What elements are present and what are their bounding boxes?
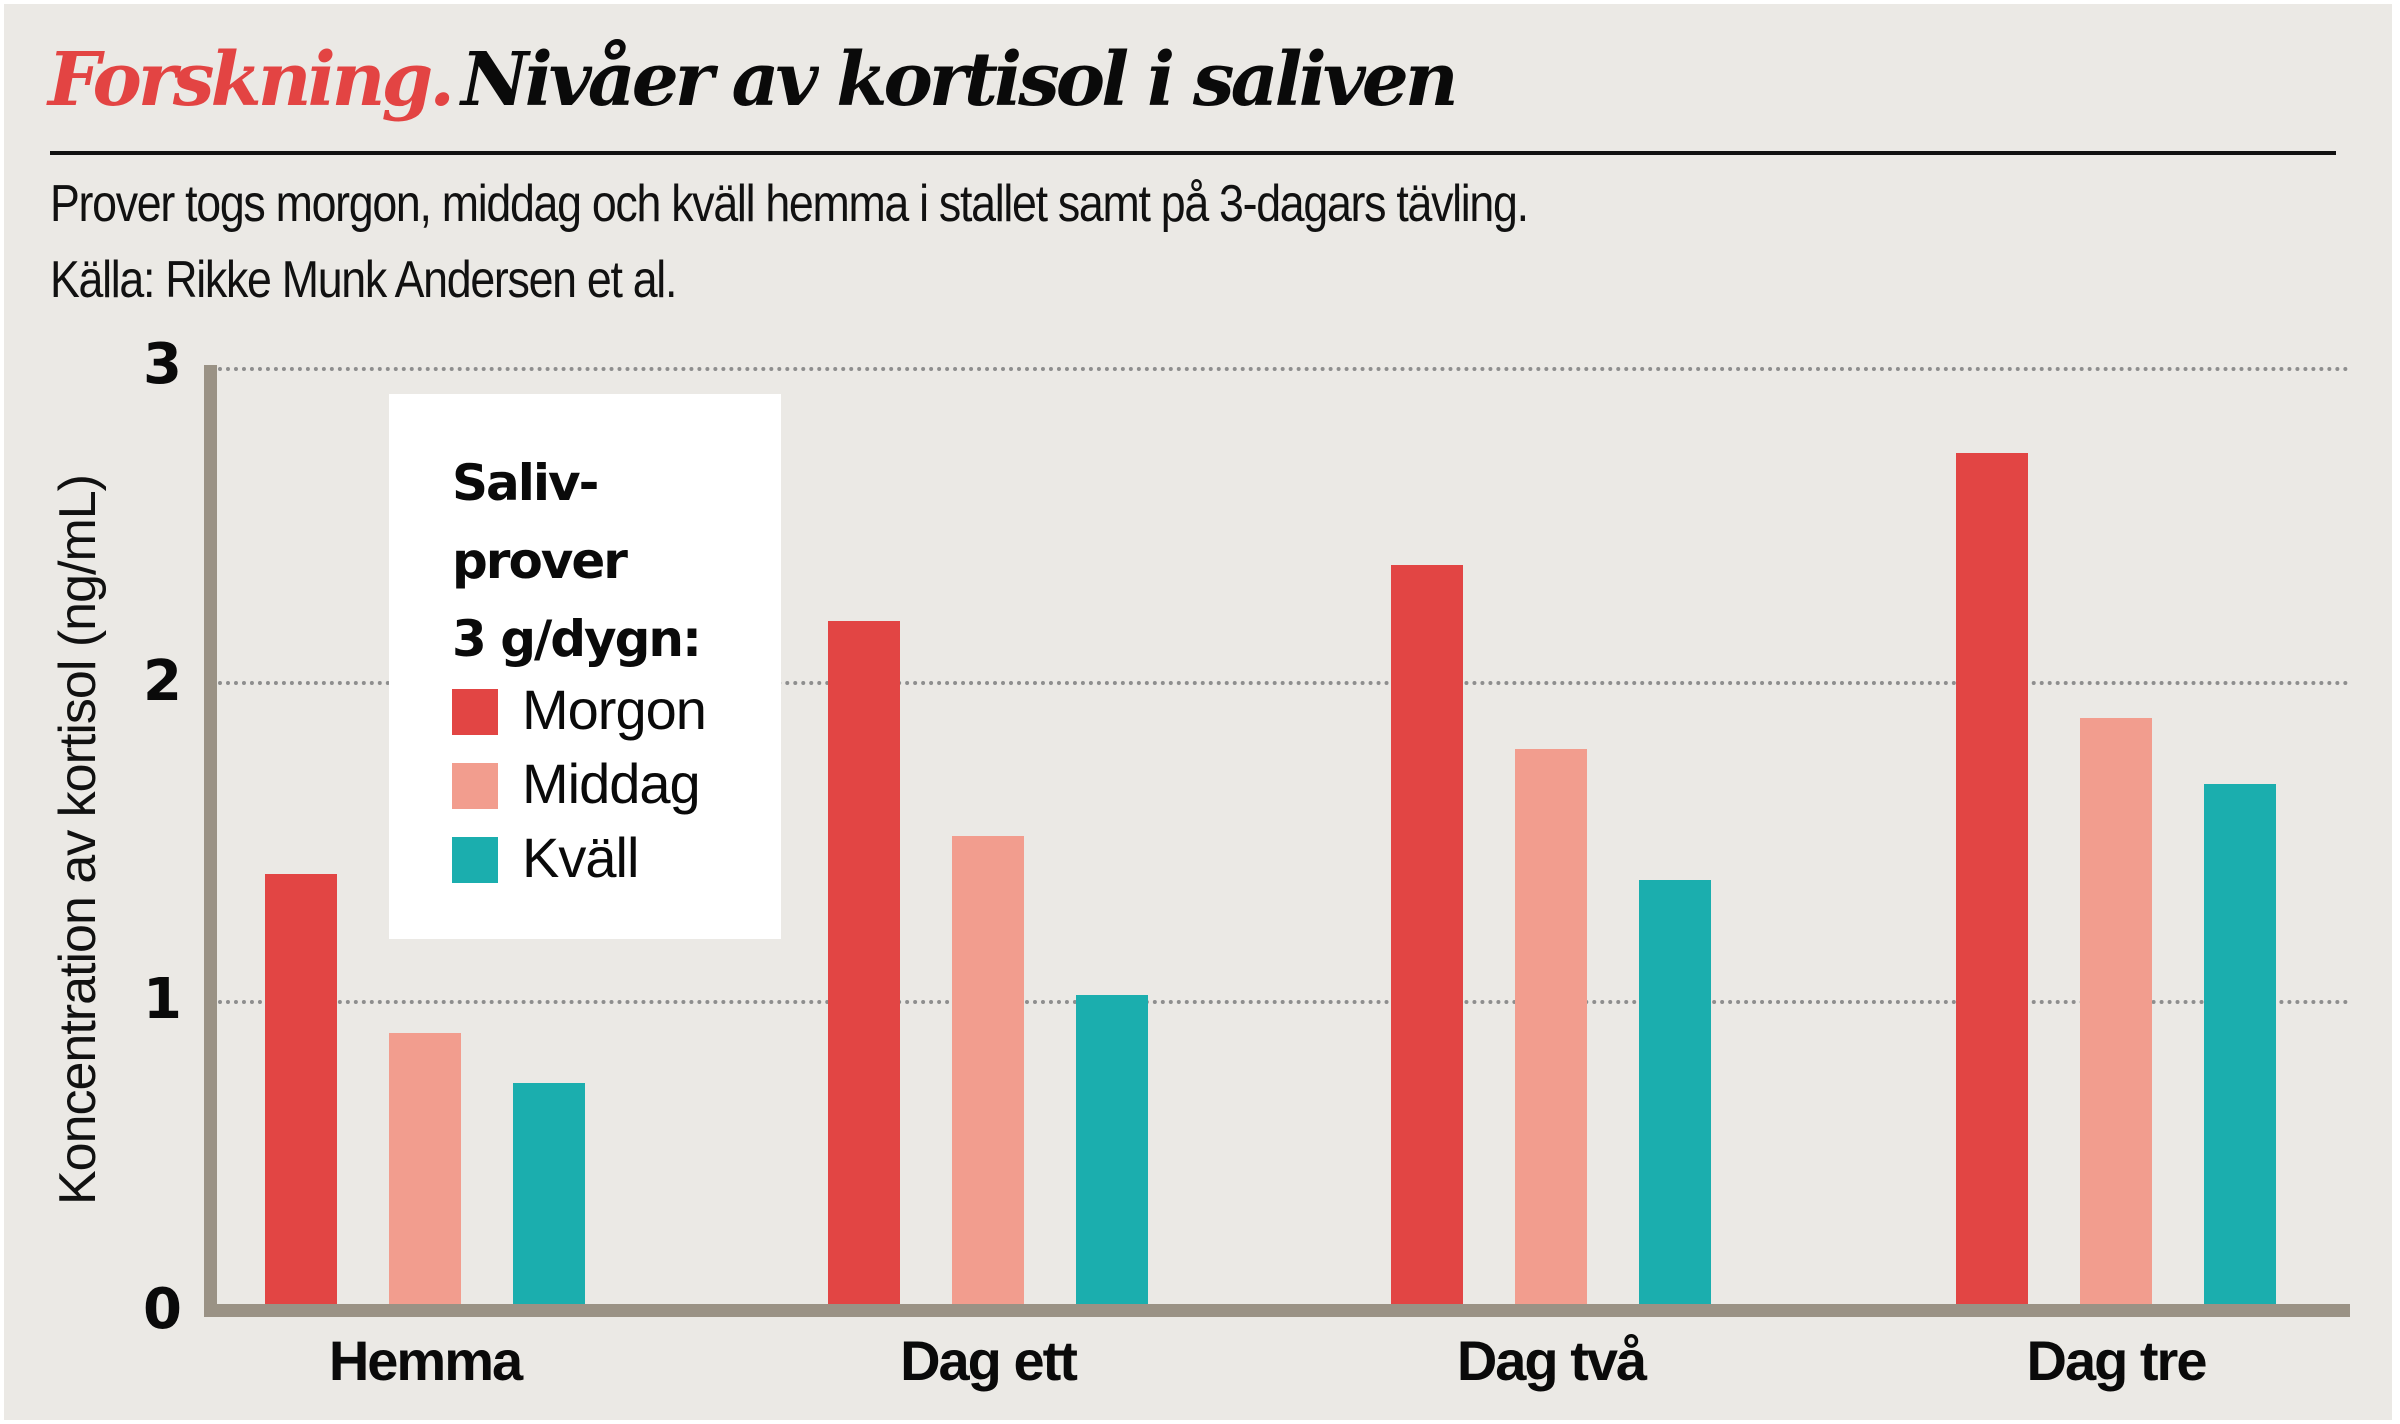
bar-dag-tre-morgon bbox=[1956, 453, 2028, 1304]
bar-hemma-morgon bbox=[265, 874, 337, 1304]
x-label-dag-ett: Dag ett bbox=[900, 1329, 1078, 1392]
legend-item-middag: Middag bbox=[452, 752, 772, 817]
x-axis-line bbox=[204, 1304, 2350, 1317]
bar-dag-två-kväll bbox=[1639, 880, 1711, 1304]
legend-item-morgon: Morgon bbox=[452, 678, 772, 743]
bar-dag-ett-kväll bbox=[1076, 995, 1148, 1304]
bar-dag-ett-middag bbox=[952, 836, 1024, 1304]
legend: Saliv- prover 3 g/dygn: Morgon Middag Kv… bbox=[389, 394, 781, 939]
bar-dag-två-morgon bbox=[1391, 565, 1463, 1304]
title-kicker: Forskning. bbox=[48, 37, 455, 123]
x-label-dag-tre: Dag tre bbox=[2026, 1329, 2208, 1392]
legend-swatch-kvall bbox=[452, 837, 498, 883]
y-tick-3: 3 bbox=[143, 332, 182, 397]
chart-title: Forskning. Nivåer av kortisol i saliven bbox=[48, 30, 1459, 130]
title-divider bbox=[50, 151, 2336, 155]
legend-label-kvall: Kväll bbox=[522, 826, 639, 889]
y-tick-0: 0 bbox=[143, 1277, 182, 1342]
legend-title-line: 3 g/dygn: bbox=[452, 610, 702, 668]
bar-dag-tre-middag bbox=[2080, 718, 2152, 1304]
y-axis-label: Koncentration av kortisol (ng/mL) bbox=[49, 475, 107, 1206]
legend-label-morgon: Morgon bbox=[522, 678, 707, 741]
gridline-2 bbox=[218, 681, 2350, 685]
chart-subtitle: Prover togs morgon, middag och kväll hem… bbox=[50, 166, 1529, 318]
gridline-3 bbox=[218, 367, 2350, 371]
legend-swatch-morgon bbox=[452, 689, 498, 735]
y-axis-line bbox=[204, 365, 217, 1317]
y-tick-1: 1 bbox=[143, 967, 182, 1032]
subtitle-description: Prover togs morgon, middag och kväll hem… bbox=[50, 175, 1529, 233]
legend-swatch-middag bbox=[452, 763, 498, 809]
gridline-1 bbox=[218, 1000, 2350, 1004]
x-label-hemma: Hemma bbox=[328, 1329, 523, 1392]
bar-hemma-kväll bbox=[513, 1083, 585, 1304]
bar-dag-tre-kväll bbox=[2204, 784, 2276, 1304]
legend-label-middag: Middag bbox=[522, 752, 701, 815]
title-headline: Nivåer av kortisol i saliven bbox=[461, 37, 1459, 123]
x-label-dag-tva: Dag två bbox=[1456, 1329, 1647, 1392]
bar-dag-ett-morgon bbox=[828, 621, 900, 1304]
y-tick-2: 2 bbox=[143, 649, 182, 714]
subtitle-source: Källa: Rikke Munk Andersen et al. bbox=[50, 251, 677, 309]
bar-hemma-middag bbox=[389, 1033, 461, 1304]
legend-title: Saliv- prover 3 g/dygn: bbox=[452, 444, 772, 678]
bar-dag-två-middag bbox=[1515, 749, 1587, 1304]
legend-title-line: Saliv- bbox=[452, 454, 599, 512]
legend-title-line: prover bbox=[452, 532, 628, 590]
legend-item-kvall: Kväll bbox=[452, 826, 772, 891]
